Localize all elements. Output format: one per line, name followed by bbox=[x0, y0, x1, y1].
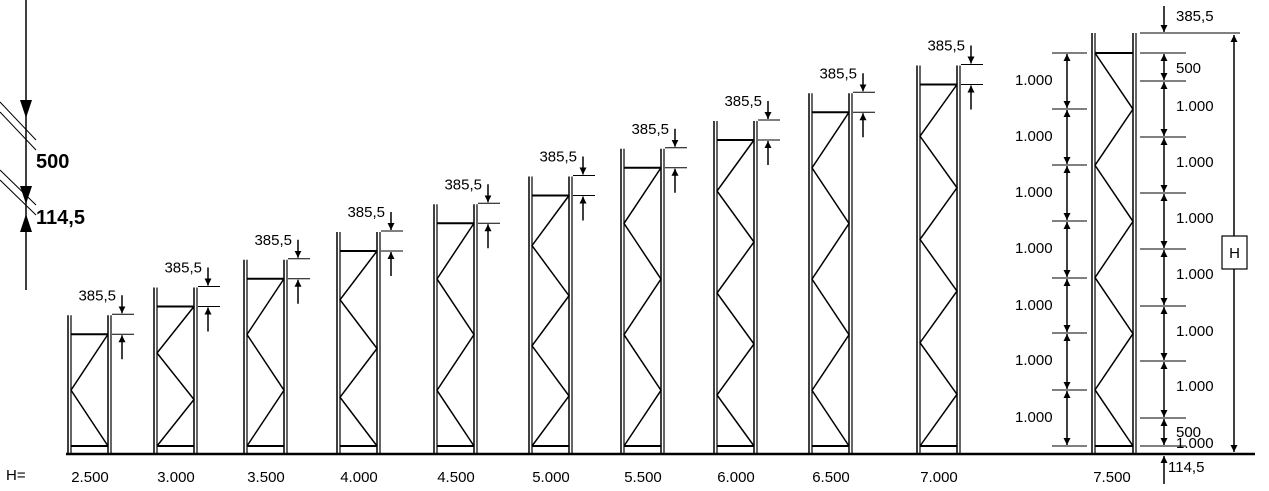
top-dimension-label: 385,5 bbox=[164, 260, 202, 277]
left-lower-dimension: 114,5 bbox=[36, 207, 85, 229]
right-dimension-label: 114,5 bbox=[1168, 459, 1204, 476]
top-dimension-label: 385,5 bbox=[724, 93, 762, 110]
top-dimension-label: 385,5 bbox=[78, 287, 116, 304]
height-marker-box bbox=[1221, 235, 1248, 270]
top-dimension: 385,5 bbox=[819, 65, 875, 138]
left-dimension-label: 1.000 bbox=[1015, 240, 1053, 257]
rack-frame: 385,5 bbox=[528, 149, 595, 454]
top-dimension-label: 385,5 bbox=[539, 149, 577, 166]
frame-height-label: 6.000 bbox=[717, 469, 755, 486]
rack-frame: 385,5 bbox=[808, 65, 875, 454]
bracing-zigzag bbox=[156, 306, 195, 447]
top-dimension-label: 385,5 bbox=[347, 204, 385, 221]
right-dimension-label: 1.000 bbox=[1176, 266, 1214, 283]
left-dimension-label: 1.000 bbox=[1015, 72, 1053, 89]
right-dimension-label: 385,5 bbox=[1176, 8, 1214, 25]
left-scale: 500 114,5 bbox=[0, 0, 85, 290]
rack-frame: 385,5 bbox=[153, 260, 220, 454]
frames-group: 385,5 385,5 385,5 385,5 385,5 385,5 385,5 385,5… bbox=[67, 38, 983, 454]
frame-height-label: 4.000 bbox=[340, 469, 378, 486]
frame-height-label: 6.500 bbox=[812, 469, 850, 486]
bracing-zigzag bbox=[436, 222, 475, 447]
right-dimension-label: 500 bbox=[1176, 60, 1201, 77]
ground-label: H= bbox=[6, 467, 26, 484]
bracing-zigzag bbox=[70, 333, 109, 447]
height-marker-label: H bbox=[1229, 245, 1240, 262]
bracing-zigzag bbox=[716, 139, 755, 447]
top-dimension: 385,5 bbox=[164, 260, 220, 332]
right-dimension-label: 1.000 bbox=[1176, 210, 1214, 227]
left-dimension-label: 1.000 bbox=[1015, 128, 1053, 145]
bracing-zigzag bbox=[623, 167, 662, 447]
frame-height-label: 7.000 bbox=[920, 469, 958, 486]
left-dimension-label: 1.000 bbox=[1015, 184, 1053, 201]
frame-height-label: 4.500 bbox=[437, 469, 475, 486]
top-dimension: 385,5 bbox=[724, 93, 780, 165]
frame-height-labels: 2.500 3.000 3.500 4.000 4.500 5.000 5.500 6.000… bbox=[71, 469, 1131, 486]
bracing-zigzag bbox=[531, 195, 570, 447]
bracing-zigzag bbox=[919, 84, 958, 447]
bracing-zigzag bbox=[1094, 52, 1134, 447]
frame-height-label: 3.500 bbox=[247, 469, 285, 486]
rack-frame: 385,5 bbox=[713, 93, 780, 454]
top-dimension: 385,5 bbox=[254, 232, 310, 304]
right-dimension-label: 1.000 bbox=[1176, 154, 1214, 171]
bracing-zigzag bbox=[811, 111, 850, 447]
top-dimension-label: 385,5 bbox=[254, 232, 292, 249]
right-dimension-label: 500 bbox=[1176, 424, 1201, 441]
top-dimension-label: 385,5 bbox=[927, 38, 965, 55]
frame-height-label: 7.500 bbox=[1093, 469, 1131, 486]
top-dimension: 385,5 bbox=[78, 287, 134, 360]
left-dimension-label: 1.000 bbox=[1015, 297, 1053, 314]
right-dimension-label: 1.000 bbox=[1176, 98, 1214, 115]
top-dimension: 385,5 bbox=[631, 121, 687, 193]
top-dimension-label: 385,5 bbox=[631, 121, 669, 138]
top-dimension: 385,5 bbox=[444, 176, 500, 249]
rack-frame: 385,5 bbox=[620, 121, 687, 454]
rack-frame: 385,5 bbox=[67, 287, 134, 454]
frame-height-label: 3.000 bbox=[157, 469, 195, 486]
left-upper-dimension: 500 bbox=[36, 151, 69, 173]
bracing-zigzag bbox=[246, 278, 285, 447]
detail-frame: 1.000 1.000 1.000 1.000 1.000 1.000 1.000 385,5… bbox=[1015, 6, 1248, 484]
top-dimension-label: 385,5 bbox=[444, 176, 482, 193]
rack-frame: 385,5 bbox=[336, 204, 403, 454]
right-dimension-label: 1.000 bbox=[1176, 378, 1214, 395]
top-dimension: 385,5 bbox=[927, 38, 983, 110]
right-dimension-label: 1.000 bbox=[1176, 435, 1214, 452]
frame-height-label: 5.000 bbox=[532, 469, 570, 486]
rack-frame: 385,5 bbox=[433, 176, 500, 454]
bracing-zigzag bbox=[339, 250, 378, 447]
frame-height-label: 5.500 bbox=[624, 469, 662, 486]
top-dimension-label: 385,5 bbox=[819, 65, 857, 82]
left-dimension-label: 1.000 bbox=[1015, 409, 1053, 426]
top-dimension: 385,5 bbox=[539, 149, 595, 221]
frame-height-label: 2.500 bbox=[71, 469, 109, 486]
top-dimension: 385,5 bbox=[347, 204, 403, 276]
left-dimension-label: 1.000 bbox=[1015, 352, 1053, 369]
rack-frame: 385,5 bbox=[916, 38, 983, 454]
right-dimension-label: 1.000 bbox=[1176, 323, 1214, 340]
rack-frame: 385,5 bbox=[243, 232, 310, 454]
